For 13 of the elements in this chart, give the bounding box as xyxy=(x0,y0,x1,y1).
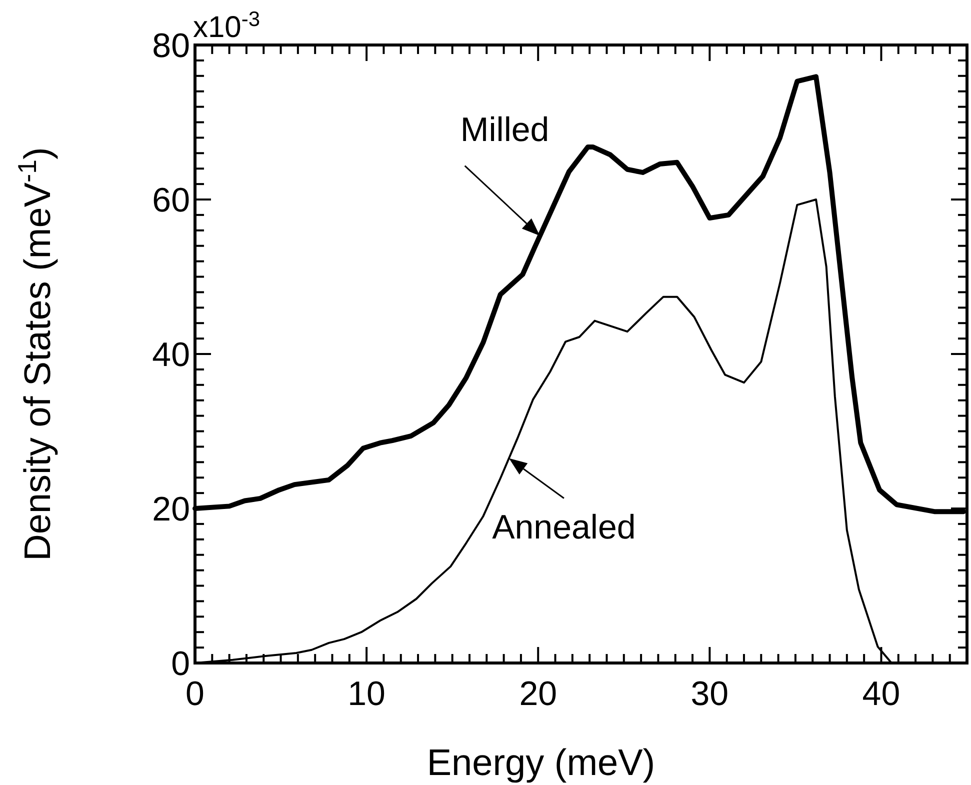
x-tick-label: 20 xyxy=(519,675,558,713)
y-tick-label: 80 xyxy=(152,27,190,65)
x-tick-label: 10 xyxy=(348,675,386,713)
x-tick-label: 40 xyxy=(862,675,900,713)
text: x10$^{-3}$ xyxy=(193,8,260,44)
y-tick-label: 60 xyxy=(152,182,190,220)
x-tick-label: 30 xyxy=(690,675,729,713)
y-tick-label: 20 xyxy=(152,490,190,528)
y-tick-label: 0 xyxy=(171,645,190,683)
annotation: Annealed xyxy=(492,508,636,546)
annotation: Milled xyxy=(460,110,550,149)
x-axis-title: Energy (meV) xyxy=(426,742,656,783)
y-tick-label: 40 xyxy=(152,336,190,374)
